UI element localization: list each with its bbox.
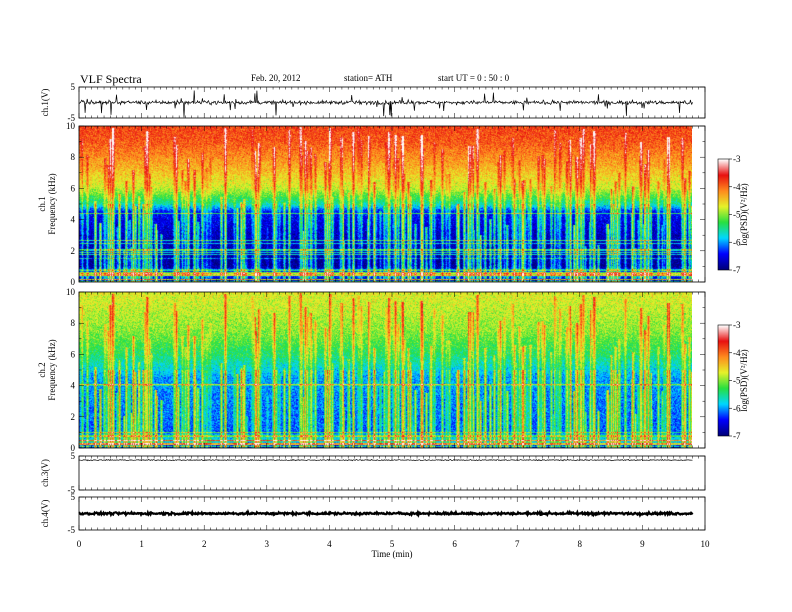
y-tick-label: -5: [68, 485, 76, 495]
y-tick-label: 6: [71, 349, 76, 359]
spectrogram-image-ch1: [79, 126, 692, 282]
colorbar-tick-label: -6: [733, 403, 741, 413]
x-tick-label: 4: [327, 539, 332, 549]
waveform-trace-ch1: [78, 90, 693, 118]
header-start-time: start UT = 0 : 50 : 0: [438, 73, 510, 83]
x-tick-label: 3: [265, 539, 270, 549]
colorbar-label: log(PSD)(V²/Hz): [739, 349, 749, 411]
header-station: station= ATH: [344, 73, 393, 83]
ch1-spectrogram-ylabel: Frequency (kHz): [47, 173, 57, 234]
header-date: Feb. 20, 2012: [251, 73, 301, 83]
y-tick-label: 0: [71, 443, 76, 453]
y-tick-label: 5: [71, 451, 76, 461]
x-tick-label: 1: [139, 539, 144, 549]
waveform-trace-ch3: [78, 458, 693, 462]
x-tick-label: 5: [390, 539, 395, 549]
waveform-trace-ch4: [78, 508, 694, 519]
y-tick-label: 10: [66, 287, 76, 297]
colorbar-tick-label: -7: [733, 431, 741, 441]
x-tick-label: 9: [640, 539, 645, 549]
x-tick-label: 7: [515, 539, 520, 549]
y-tick-label: 2: [71, 412, 76, 422]
colorbar-ch1: [718, 159, 729, 270]
ch2-spectrogram-ylabel: Frequency (kHz): [47, 339, 57, 400]
colorbar-tick-label: -5: [733, 376, 741, 386]
colorbar-ch2: [718, 325, 729, 436]
y-tick-label: 10: [66, 121, 76, 131]
y-tick-label: 6: [71, 183, 76, 193]
x-tick-label: 10: [701, 539, 711, 549]
ch2-spectrogram-ylabel: ch.2: [37, 362, 47, 377]
y-tick-label: 4: [71, 215, 76, 225]
spectrogram-image-ch2: [79, 292, 692, 448]
ch3-waveform-ylabel: ch.3(V): [40, 459, 50, 487]
x-tick-label: 2: [202, 539, 207, 549]
y-tick-label: -5: [68, 113, 76, 123]
ch1-waveform-ylabel: ch.1(V): [40, 89, 50, 117]
colorbar-tick-label: -3: [733, 154, 741, 164]
x-tick-label: 8: [578, 539, 583, 549]
x-tick-label: 0: [77, 539, 82, 549]
ch3-waveform-frame: [78, 455, 706, 491]
colorbar-tick-label: -4: [733, 348, 741, 358]
y-tick-label: 5: [71, 82, 76, 92]
y-tick-label: 8: [71, 318, 76, 328]
y-tick-label: -5: [68, 525, 76, 535]
y-tick-label: 4: [71, 381, 76, 391]
colorbar-tick-label: -7: [733, 265, 741, 275]
colorbar-tick-label: -3: [733, 320, 741, 330]
y-tick-label: 8: [71, 152, 76, 162]
x-tick-label: 6: [452, 539, 457, 549]
colorbar-tick-label: -6: [733, 237, 741, 247]
y-tick-label: 2: [71, 246, 76, 256]
ch4-waveform-ylabel: ch.4(V): [40, 500, 50, 528]
y-tick-label: 0: [71, 277, 76, 287]
colorbar-tick-label: -4: [733, 182, 741, 192]
y-tick-label: 5: [71, 492, 76, 502]
ch1-spectrogram-ylabel: ch.1: [37, 196, 47, 211]
x-axis-label: Time (min): [372, 549, 413, 559]
colorbar-tick-label: -5: [733, 210, 741, 220]
chart-title: VLF Spectra: [80, 72, 142, 86]
colorbar-label: log(PSD)(V²/Hz): [739, 183, 749, 245]
